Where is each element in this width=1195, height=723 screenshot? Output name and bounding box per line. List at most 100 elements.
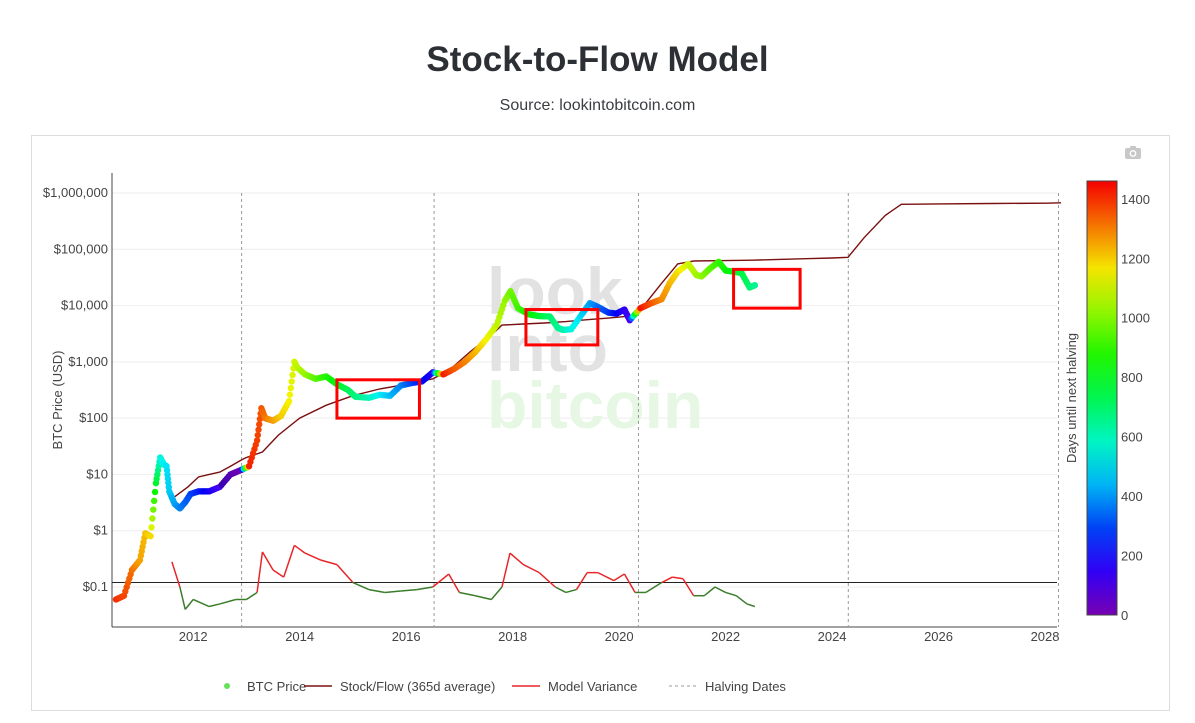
btc-price-point	[149, 515, 156, 522]
chart-svg[interactable]: $0.1 $1 $10 $100 $1,000 $10,000 $100,000 $1,000…	[32, 136, 1171, 712]
btc-price-point	[256, 421, 263, 428]
model-variance-segment	[613, 573, 625, 582]
model-variance-segment	[459, 591, 476, 597]
model-variance-segment	[192, 598, 210, 608]
model-variance-segment	[432, 573, 450, 588]
model-variance-segment	[623, 573, 636, 593]
y-tick-label: $1,000	[68, 354, 108, 369]
model-variance-segment	[735, 595, 748, 605]
colorbar	[1086, 180, 1118, 616]
model-variance-segment	[661, 576, 673, 584]
chart-frame: $0.1 $1 $10 $100 $1,000 $10,000 $100,000 $1,000…	[31, 135, 1170, 711]
x-tick-label: 2028	[1031, 629, 1060, 644]
model-variance-segment	[575, 572, 588, 590]
btc-price-point	[285, 397, 293, 405]
colorbar-tick-label: 1400	[1121, 192, 1150, 207]
y-tick-label: $10,000	[61, 298, 108, 313]
x-tick-label: 2014	[285, 629, 314, 644]
chart-title: Stock-to-Flow Model	[426, 40, 769, 79]
model-variance-segment	[475, 594, 492, 601]
model-variance-segment	[219, 598, 236, 605]
btc-price-point	[289, 371, 296, 379]
btc-price-point	[253, 437, 261, 444]
legend-label[interactable]: Stock/Flow (365d average)	[340, 679, 495, 694]
model-variance-segment	[171, 561, 181, 588]
x-tick-label: 2012	[179, 629, 208, 644]
model-variance-segment	[261, 551, 274, 571]
model-variance-segment	[565, 588, 577, 594]
y-tick-label: $0.1	[83, 579, 108, 594]
model-variance-segment	[682, 578, 695, 597]
model-variance-segment	[272, 569, 285, 578]
x-tick-label: 2020	[605, 629, 634, 644]
colorbar-tick-label: 1200	[1121, 251, 1150, 266]
colorbar-label: Days until next halving	[1064, 333, 1079, 463]
btc-price-point	[254, 431, 261, 439]
btc-price-point	[150, 506, 157, 513]
colorbar-tick-label: 800	[1121, 370, 1143, 385]
model-variance-segment	[400, 588, 417, 592]
btc-price-point	[151, 488, 159, 496]
x-tick-label: 2018	[498, 629, 527, 644]
y-tick-label: $10	[86, 466, 108, 481]
y-axis-label: BTC Price (USD)	[50, 351, 65, 450]
btc-price-point	[288, 378, 295, 385]
btc-price-point	[287, 384, 295, 392]
stock-flow-line	[174, 202, 1062, 498]
x-tick-label: 2022	[711, 629, 740, 644]
colorbar-tick-label: 1000	[1121, 311, 1150, 326]
model-variance-segment	[416, 586, 433, 591]
btc-price-point	[286, 391, 294, 398]
btc-price-point	[147, 532, 154, 540]
btc-price-point	[148, 524, 155, 531]
model-variance-segment	[208, 603, 220, 608]
btc-price-point	[255, 426, 262, 433]
model-variance-segment	[746, 603, 756, 608]
model-variance-segment	[179, 586, 186, 610]
legend-marker-btc-price	[224, 683, 230, 689]
model-variance-segment	[509, 552, 524, 566]
model-variance-segment	[522, 563, 540, 574]
x-tick-label: 2016	[392, 629, 421, 644]
colorbar-tick-label: 600	[1121, 430, 1143, 445]
x-tick-label: 2026	[924, 629, 953, 644]
watermark-text: bitcoin	[487, 368, 703, 442]
camera-icon[interactable]	[1124, 145, 1142, 160]
y-tick-label: $1,000,000	[43, 185, 108, 200]
model-variance-segment	[384, 590, 401, 594]
colorbar-tick-label: 200	[1121, 549, 1143, 564]
model-variance-segment	[538, 572, 556, 588]
model-variance-segment	[304, 552, 322, 561]
model-variance-segment	[714, 586, 726, 594]
highlight-box	[524, 308, 600, 347]
btc-price-point	[150, 497, 158, 505]
model-variance-segment	[645, 581, 663, 594]
model-variance-segment	[246, 591, 258, 601]
model-variance-segment	[448, 573, 461, 593]
model-variance-segment	[282, 545, 296, 578]
legend-label[interactable]: Halving Dates	[705, 679, 786, 694]
model-variance-segment	[256, 551, 264, 593]
model-variance-segment	[554, 586, 567, 594]
model-variance-segment	[368, 588, 385, 594]
legend-label[interactable]: BTC Price	[247, 679, 306, 694]
colorbar-tick-label: 0	[1121, 608, 1128, 623]
btc-price-point	[751, 282, 759, 289]
model-variance-segment	[336, 564, 354, 584]
model-variance-segment	[597, 571, 615, 582]
y-tick-label: $100,000	[54, 241, 108, 256]
colorbar-tick-label: 400	[1121, 489, 1143, 504]
model-variance-segment	[293, 544, 306, 554]
chart-subtitle: Source: lookintobitcoin.com	[499, 97, 696, 114]
model-variance-segment	[725, 591, 737, 597]
y-tick-label: $100	[79, 410, 108, 425]
model-variance-segment	[672, 576, 684, 580]
y-tick-label: $1	[94, 523, 108, 538]
model-variance-segment	[703, 586, 716, 597]
highlight-box	[732, 267, 802, 310]
model-variance-segment	[490, 586, 503, 600]
model-variance-segment	[352, 581, 370, 591]
model-variance-segment	[320, 559, 338, 566]
legend-label[interactable]: Model Variance	[548, 679, 637, 694]
model-variance-segment	[501, 552, 511, 588]
